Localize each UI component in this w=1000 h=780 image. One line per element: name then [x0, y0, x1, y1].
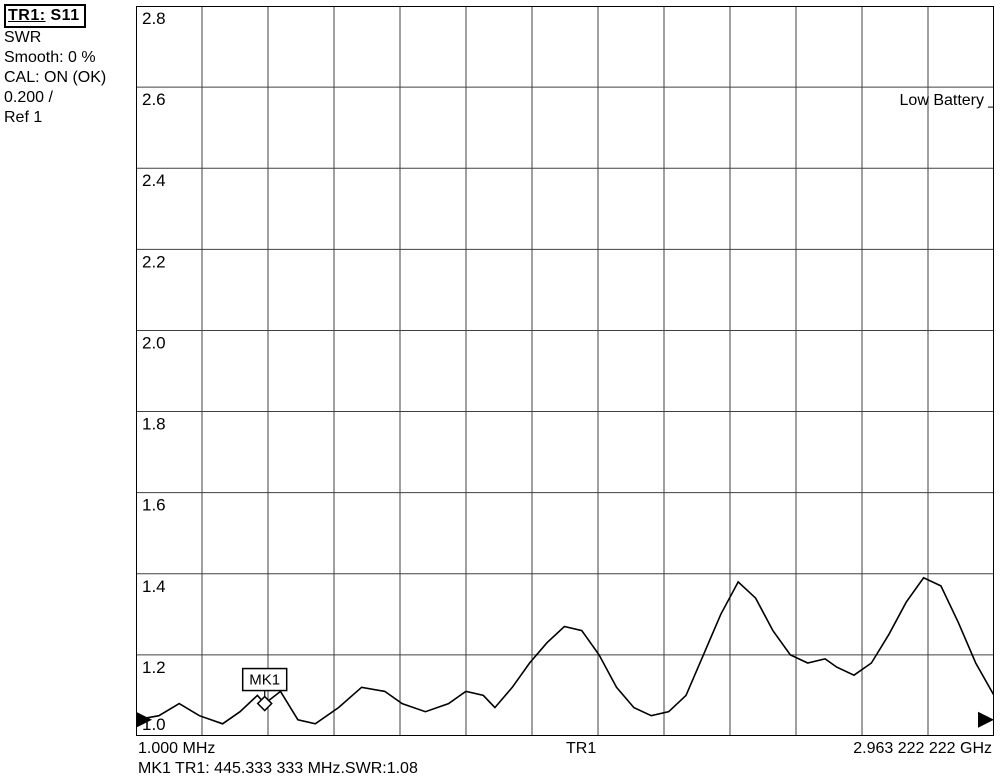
y-tick-label: 2.8 — [142, 9, 166, 28]
analyzer-screen: TR1: S11 SWR Smooth: 0 % CAL: ON (OK) 0.… — [0, 0, 1000, 780]
swr-chart: 2.82.62.42.22.01.81.61.41.21.0MK1Low Bat… — [136, 6, 994, 736]
x-axis-labels: 1.000 MHz TR1 2.963 222 222 GHz MK1 TR1:… — [136, 740, 994, 780]
y-tick-label: 2.0 — [142, 333, 166, 352]
y-tick-label: 1.4 — [142, 577, 166, 596]
trace-info-panel: TR1: S11 SWR Smooth: 0 % CAL: ON (OK) 0.… — [4, 4, 134, 128]
x-start-label: 1.000 MHz — [138, 740, 215, 758]
marker-label: MK1 — [249, 672, 280, 689]
low-battery-status: Low Battery — [900, 92, 984, 109]
y-tick-label: 2.4 — [142, 171, 166, 190]
marker-readout: MK1 TR1: 445.333 333 MHz.SWR:1.08 — [138, 760, 418, 778]
x-center-label: TR1 — [566, 740, 596, 758]
scale-per-div: 0.200 / — [4, 89, 53, 106]
smoothing-label: Smooth: 0 % — [4, 49, 96, 66]
calibration-status: CAL: ON (OK) — [4, 69, 106, 86]
trace-id-badge: TR1: S11 — [4, 4, 86, 28]
x-stop-label: 2.963 222 222 GHz — [853, 740, 992, 758]
y-tick-label: 2.6 — [142, 90, 166, 109]
plot-area: 2.82.62.42.22.01.81.61.41.21.0MK1Low Bat… — [136, 6, 994, 736]
y-tick-label: 2.2 — [142, 252, 166, 271]
trace-prefix: TR1: — [8, 7, 46, 24]
y-tick-label: 1.8 — [142, 415, 166, 434]
reference-label: Ref 1 — [4, 109, 42, 126]
measurement-mode: SWR — [4, 29, 41, 46]
y-tick-label: 1.6 — [142, 496, 166, 515]
y-tick-label: 1.2 — [142, 658, 166, 677]
trace-value: S11 — [46, 7, 80, 24]
